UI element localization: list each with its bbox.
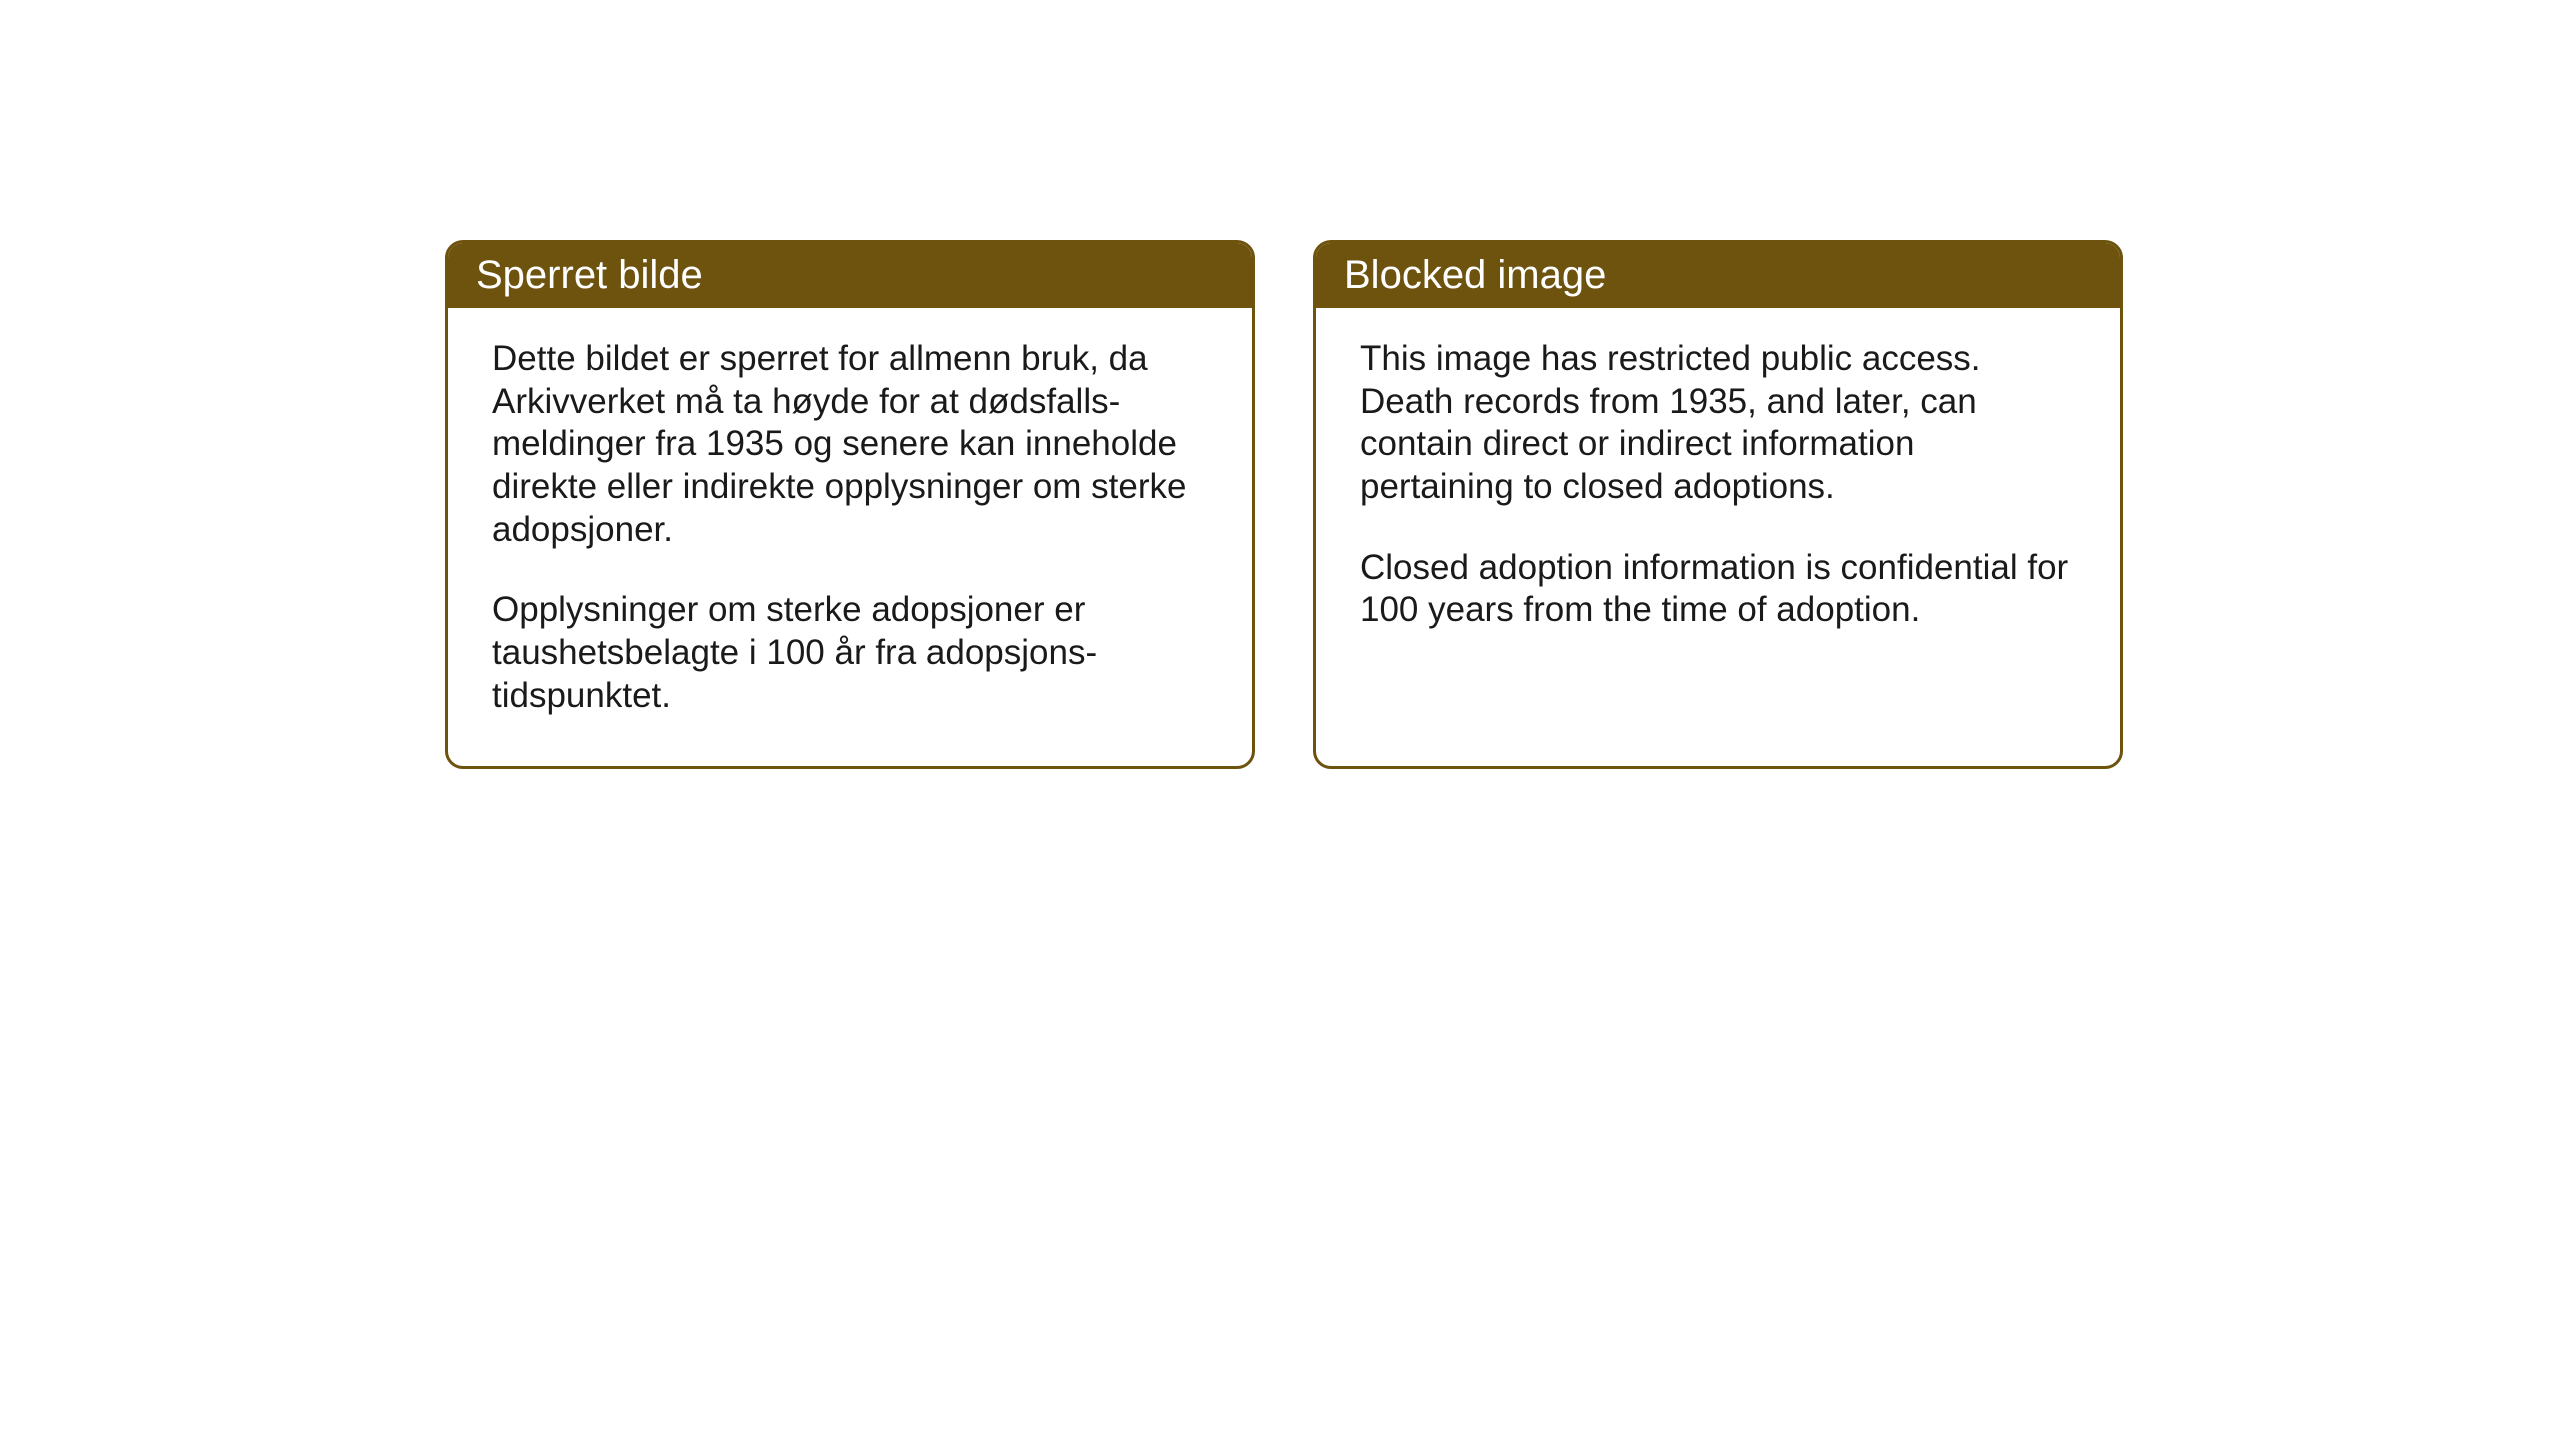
card-header-english: Blocked image [1316,243,2120,308]
card-header-norwegian: Sperret bilde [448,243,1252,308]
card-title-norwegian: Sperret bilde [476,253,703,297]
card-body-english: This image has restricted public access.… [1316,308,2120,728]
card-title-english: Blocked image [1344,253,1606,297]
notice-container: Sperret bilde Dette bildet er sperret fo… [445,240,2123,769]
card-body-norwegian: Dette bildet er sperret for allmenn bruk… [448,308,1252,766]
card-paragraph-norwegian-2: Opplysninger om sterke adopsjoner er tau… [492,589,1208,717]
card-paragraph-english-1: This image has restricted public access.… [1360,338,2076,509]
notice-card-norwegian: Sperret bilde Dette bildet er sperret fo… [445,240,1255,769]
card-paragraph-english-2: Closed adoption information is confident… [1360,547,2076,632]
card-paragraph-norwegian-1: Dette bildet er sperret for allmenn bruk… [492,338,1208,551]
notice-card-english: Blocked image This image has restricted … [1313,240,2123,769]
